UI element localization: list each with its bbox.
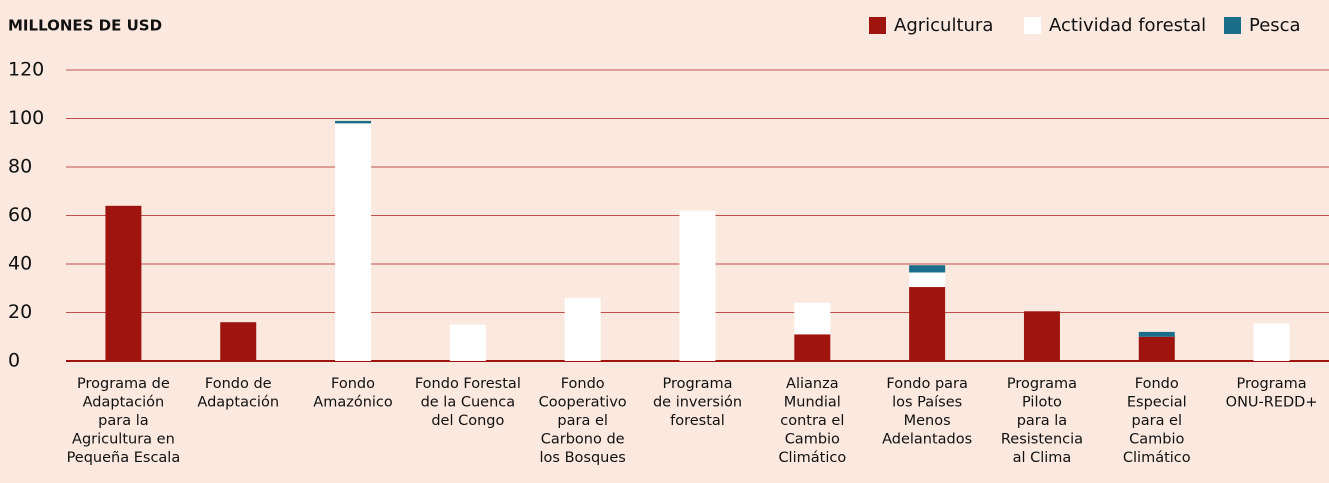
bar-segment — [1023, 311, 1060, 361]
x-tick-label: Fondo de — [205, 376, 272, 392]
bar-segment — [1253, 323, 1290, 361]
x-tick-label: Fondo — [1135, 376, 1179, 392]
x-tick-label: de la Cuenca — [421, 395, 516, 411]
y-axis-label: MILLONES DE USD — [8, 17, 162, 35]
x-tick-label: Resistencia — [1001, 432, 1083, 448]
x-tick-label: Agricultura en — [72, 432, 175, 448]
x-tick-label: del Congo — [431, 413, 504, 429]
x-tick-label: Amazónico — [313, 395, 393, 411]
bar-segment — [909, 272, 946, 288]
x-tick-label: Adaptación — [83, 395, 165, 411]
x-tick-label: Climático — [1123, 450, 1191, 466]
bar-segment — [909, 265, 946, 273]
x-tick-label: de inversión — [653, 395, 742, 411]
x-tick-label: Mundial — [784, 395, 841, 411]
x-tick-label: Programa — [1237, 376, 1307, 392]
bar-segment — [794, 334, 831, 361]
bar-segment — [564, 297, 601, 361]
y-tick-label: 40 — [8, 253, 32, 275]
y-tick-label: 80 — [8, 156, 32, 178]
x-tick-label: Adaptación — [197, 395, 279, 411]
x-tick-label: Menos — [904, 413, 951, 429]
bar-segment — [679, 210, 716, 361]
y-tick-label: 20 — [8, 301, 32, 323]
legend-swatch — [1224, 17, 1241, 34]
y-tick-label: 100 — [8, 107, 44, 129]
x-tick-label: para el — [1132, 413, 1183, 429]
x-tick-label: Fondo para — [886, 376, 968, 392]
x-tick-label: Cambio — [1129, 432, 1184, 448]
bar-segment — [105, 205, 142, 361]
legend-swatch — [1024, 17, 1041, 34]
x-tick-label: Programa — [1007, 376, 1077, 392]
bar-segment — [220, 322, 257, 361]
legend-label: Pesca — [1249, 15, 1301, 36]
y-tick-label: 0 — [8, 350, 20, 372]
bar-segment — [335, 123, 372, 361]
x-tick-label: Adelantados — [882, 432, 972, 448]
x-tick-label: para la — [98, 413, 148, 429]
x-tick-label: Fondo — [331, 376, 375, 392]
x-tick-label: Alianza — [786, 376, 839, 392]
x-tick-label: forestal — [670, 413, 725, 429]
bar-segment — [1138, 331, 1175, 337]
x-tick-label: ONU-REDD+ — [1226, 395, 1318, 411]
y-tick-label: 120 — [8, 59, 44, 81]
x-tick-label: los Países — [892, 395, 962, 411]
x-tick-label: Piloto — [1022, 395, 1062, 411]
x-tick-label: Cambio — [785, 432, 840, 448]
x-tick-label: Programa de — [77, 376, 170, 392]
x-tick-label: Especial — [1127, 395, 1187, 411]
x-tick-label: para el — [557, 413, 608, 429]
x-tick-label: Programa — [662, 376, 732, 392]
legend-swatch — [869, 17, 886, 34]
legend-label: Actividad forestal — [1049, 15, 1206, 36]
x-tick-label: Pequeña Escala — [67, 450, 181, 466]
x-tick-label: al Clima — [1013, 450, 1072, 466]
bar-segment — [794, 302, 831, 335]
x-tick-label: para la — [1017, 413, 1067, 429]
bar-segment — [1138, 336, 1175, 361]
x-tick-label: los Bosques — [540, 450, 626, 466]
x-tick-label: Fondo Forestal — [415, 376, 521, 392]
legend-label: Agricultura — [894, 15, 993, 36]
x-tick-label: Carbono de — [541, 432, 625, 448]
x-tick-label: Cooperativo — [539, 395, 627, 411]
bar-segment — [909, 287, 946, 361]
bar-segment — [335, 120, 372, 124]
x-tick-label: Climático — [778, 450, 846, 466]
bar-segment — [449, 324, 486, 361]
y-tick-label: 60 — [8, 204, 32, 226]
x-tick-label: contra el — [780, 413, 844, 429]
x-tick-label: Fondo — [561, 376, 605, 392]
